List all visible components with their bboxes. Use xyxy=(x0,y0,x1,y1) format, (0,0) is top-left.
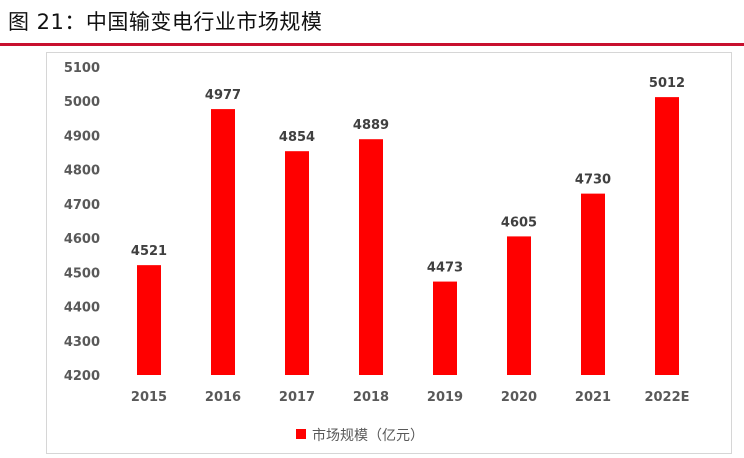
bar xyxy=(581,193,605,375)
x-tick-label: 2016 xyxy=(205,390,241,405)
y-tick-label: 4500 xyxy=(64,266,100,281)
data-label: 4889 xyxy=(353,118,389,133)
y-tick-label: 4800 xyxy=(64,164,100,179)
x-tick-label: 2022E xyxy=(644,390,689,405)
data-label: 4730 xyxy=(575,173,611,188)
chart-frame xyxy=(46,52,732,454)
bar xyxy=(211,109,235,376)
legend-label: 市场规模（亿元） xyxy=(312,427,424,444)
legend-swatch xyxy=(296,429,306,439)
y-tick-label: 4200 xyxy=(64,369,100,384)
data-labels: 4521 4977 4854 4889 4473 4605 4730 5012 xyxy=(131,76,685,275)
bar xyxy=(137,265,161,375)
y-tick-label: 4400 xyxy=(64,301,100,316)
x-tick-label: 2019 xyxy=(427,390,463,405)
bar xyxy=(507,236,531,375)
y-tick-label: 4700 xyxy=(64,198,100,213)
data-label: 4854 xyxy=(279,130,315,145)
data-label: 5012 xyxy=(649,76,685,91)
bar xyxy=(359,139,383,375)
x-tick-label: 2020 xyxy=(501,390,537,405)
data-label: 4605 xyxy=(501,215,537,230)
x-tick-label: 2015 xyxy=(131,390,167,405)
y-axis: 4200 4300 4400 4500 4600 4700 4800 4900 5000 5100 xyxy=(64,61,100,384)
x-axis: 2015 2016 2017 2018 2019 2020 2021 2022E xyxy=(131,390,690,405)
data-label: 4473 xyxy=(427,261,463,276)
bar xyxy=(285,151,309,375)
bar xyxy=(433,281,457,375)
y-tick-label: 4300 xyxy=(64,335,100,350)
y-tick-label: 4900 xyxy=(64,129,100,144)
y-tick-label: 4600 xyxy=(64,232,100,247)
y-tick-label: 5100 xyxy=(64,61,100,76)
bars xyxy=(137,97,679,376)
y-tick-label: 5000 xyxy=(64,95,100,110)
x-tick-label: 2021 xyxy=(575,390,611,405)
data-label: 4521 xyxy=(131,244,167,259)
bar xyxy=(655,97,679,376)
legend: 市场规模（亿元） xyxy=(296,427,424,444)
x-tick-label: 2017 xyxy=(279,390,315,405)
x-tick-label: 2018 xyxy=(353,390,389,405)
data-label: 4977 xyxy=(205,88,241,103)
title-divider xyxy=(0,43,744,46)
figure-title: 图 21：中国输变电行业市场规模 xyxy=(8,10,323,34)
